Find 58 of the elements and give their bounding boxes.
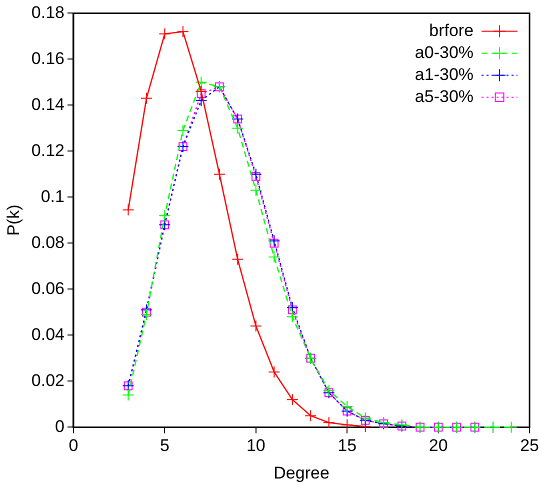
point [176,124,189,136]
point [158,28,171,40]
point [268,234,280,247]
point [288,306,297,314]
point [140,308,152,320]
legend-label: brfore [429,20,474,40]
y-tick-label: 0.12 [31,140,64,160]
y-tick-label: 0.14 [31,94,64,114]
point [250,320,262,332]
y-tick-label: 0.02 [31,370,64,390]
point [195,94,208,107]
point [140,92,152,104]
point [158,210,171,222]
point [268,251,280,263]
point [250,184,262,196]
x-axis-title: Degree [274,463,330,482]
point [322,384,335,396]
point [122,204,134,216]
x-tick-label: 20 [428,436,448,456]
point [142,308,151,317]
point [304,410,317,422]
point [176,26,189,38]
point [122,389,134,401]
point [252,172,260,181]
y-tick-label: 0 [55,416,64,436]
legend-label: a0-30% [414,42,474,62]
y-tick-label: 0.04 [31,324,64,344]
point [195,85,208,98]
point [341,400,354,412]
point [359,420,372,433]
point [505,421,518,434]
y-tick-label: 0.18 [31,2,64,22]
point [232,253,244,266]
x-tick-label: 15 [338,436,357,456]
y-tick-label: 0.06 [31,278,64,298]
point [322,416,335,429]
point [196,89,206,98]
point [213,168,226,180]
point [286,302,298,314]
y-tick-label: 0.1 [40,186,64,206]
x-tick-label: 5 [160,436,170,456]
point [359,412,372,424]
y-tick-label: 0.16 [31,48,64,68]
legend-label: a1-30% [414,64,474,84]
point [286,394,298,406]
point [195,76,208,88]
x-tick-label: 10 [246,436,266,456]
x-tick-label: 25 [520,436,540,456]
y-tick-label: 0.08 [31,232,64,252]
point [270,238,279,248]
x-tick-label: 0 [68,436,78,456]
point [232,122,244,134]
point [341,418,354,431]
legend-label: a5-30% [414,86,474,106]
point [268,366,280,378]
point [286,310,298,323]
y-axis-title: P(k) [4,204,23,236]
point [250,168,262,180]
